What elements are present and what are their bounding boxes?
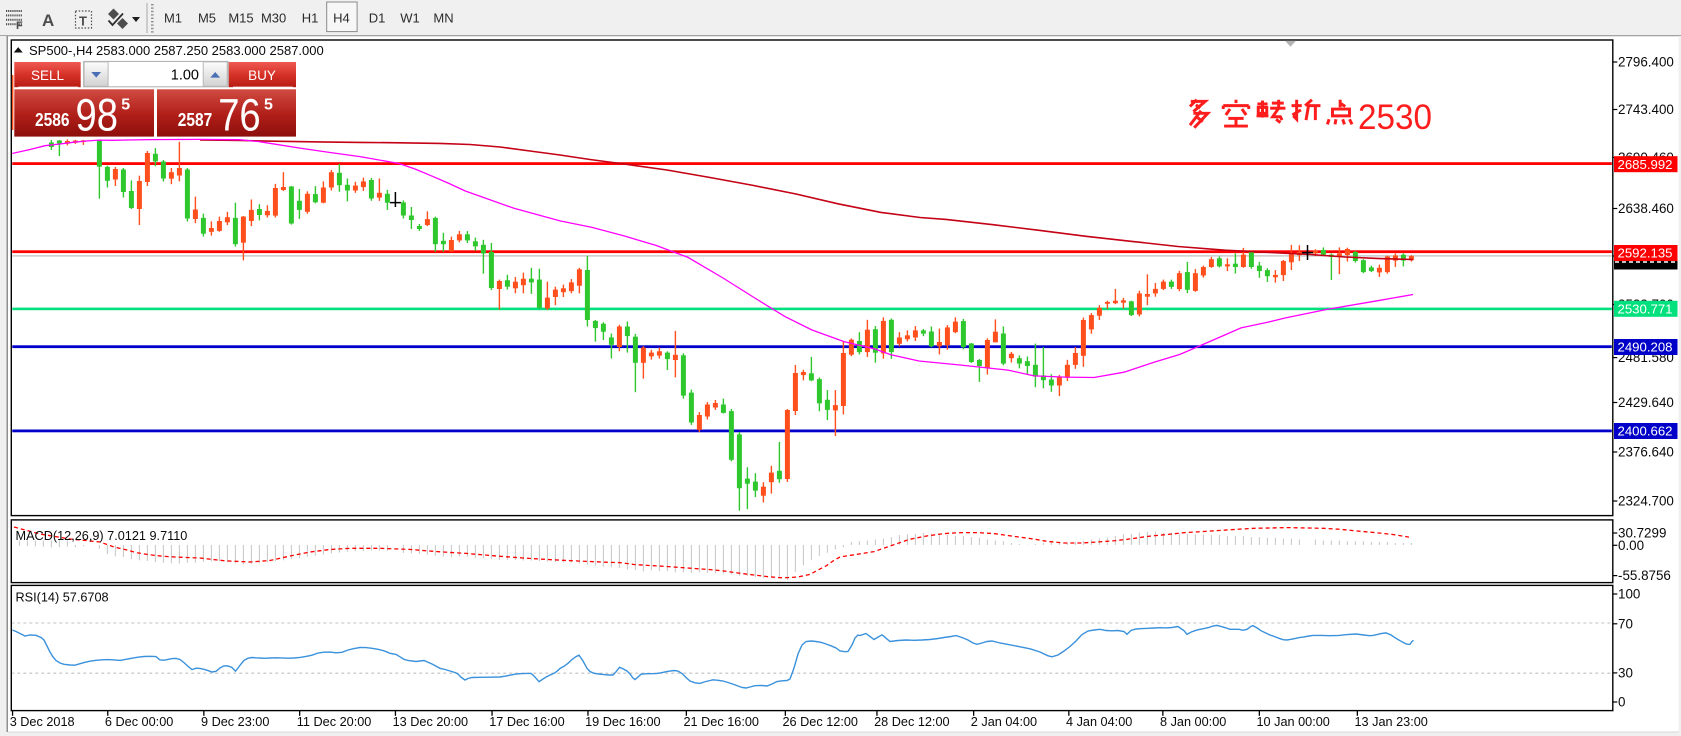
svg-text:-55.8756: -55.8756 xyxy=(1618,568,1671,583)
svg-text:H1: H1 xyxy=(302,11,319,26)
svg-text:28 Dec 12:00: 28 Dec 12:00 xyxy=(874,715,949,729)
svg-text:17 Dec 16:00: 17 Dec 16:00 xyxy=(489,715,564,729)
svg-text:2490.208: 2490.208 xyxy=(1618,340,1673,355)
svg-text:W1: W1 xyxy=(400,11,420,26)
svg-text:30: 30 xyxy=(1618,665,1633,680)
svg-text:MN: MN xyxy=(433,11,453,26)
svg-text:SP500-,H4: SP500-,H4 xyxy=(29,43,93,58)
svg-text:10 Jan 00:00: 10 Jan 00:00 xyxy=(1257,715,1330,729)
svg-text:2685.992: 2685.992 xyxy=(1618,157,1673,172)
svg-text:76: 76 xyxy=(218,90,261,141)
svg-text:8 Jan 00:00: 8 Jan 00:00 xyxy=(1160,715,1226,729)
svg-text:2 Jan 04:00: 2 Jan 04:00 xyxy=(971,715,1037,729)
svg-text:70: 70 xyxy=(1618,616,1633,631)
svg-text:2586: 2586 xyxy=(35,110,70,130)
svg-text:T: T xyxy=(79,14,87,29)
svg-text:D1: D1 xyxy=(369,11,386,26)
svg-text:2429.640: 2429.640 xyxy=(1618,395,1674,410)
svg-text:SELL: SELL xyxy=(31,68,65,83)
svg-text:5: 5 xyxy=(121,97,130,114)
svg-text:21 Dec 16:00: 21 Dec 16:00 xyxy=(684,715,759,729)
svg-text:2743.400: 2743.400 xyxy=(1618,102,1674,117)
svg-text:2583.000 2587.250 2583.000 258: 2583.000 2587.250 2583.000 2587.000 xyxy=(96,43,324,58)
svg-text:5: 5 xyxy=(264,97,273,114)
svg-text:100: 100 xyxy=(1618,587,1640,602)
svg-text:H4: H4 xyxy=(333,11,350,26)
svg-text:9 Dec 23:00: 9 Dec 23:00 xyxy=(201,715,269,729)
svg-text:3 Dec 2018: 3 Dec 2018 xyxy=(10,715,75,729)
svg-text:2587: 2587 xyxy=(178,110,213,130)
svg-text:RSI(14) 57.6708: RSI(14) 57.6708 xyxy=(16,591,109,605)
svg-text:M15: M15 xyxy=(228,11,253,26)
svg-text:2592.135: 2592.135 xyxy=(1618,246,1673,261)
svg-text:13 Jan 23:00: 13 Jan 23:00 xyxy=(1355,715,1428,729)
svg-text:2400.662: 2400.662 xyxy=(1618,424,1673,439)
svg-text:6 Dec 00:00: 6 Dec 00:00 xyxy=(105,715,173,729)
svg-text:M1: M1 xyxy=(164,11,182,26)
svg-text:2530.771: 2530.771 xyxy=(1618,301,1673,316)
svg-text:98: 98 xyxy=(76,90,119,141)
svg-text:BUY: BUY xyxy=(248,68,276,83)
svg-text:2324.700: 2324.700 xyxy=(1618,494,1674,509)
svg-text:MACD(12,26,9) 7.0121 9.7110: MACD(12,26,9) 7.0121 9.7110 xyxy=(16,529,188,543)
svg-text:11 Dec 20:00: 11 Dec 20:00 xyxy=(297,715,372,729)
svg-text:0.00: 0.00 xyxy=(1618,538,1644,553)
svg-text:M5: M5 xyxy=(198,11,216,26)
svg-text:4 Jan 04:00: 4 Jan 04:00 xyxy=(1066,715,1132,729)
svg-text:2530: 2530 xyxy=(1358,98,1432,137)
svg-text:13 Dec 20:00: 13 Dec 20:00 xyxy=(393,715,468,729)
svg-text:2796.400: 2796.400 xyxy=(1618,55,1674,70)
svg-text:30.7299: 30.7299 xyxy=(1618,526,1666,541)
svg-text:19 Dec 16:00: 19 Dec 16:00 xyxy=(585,715,660,729)
svg-text:1.00: 1.00 xyxy=(171,68,199,84)
svg-text:M30: M30 xyxy=(261,11,286,26)
svg-text:0: 0 xyxy=(1618,695,1625,710)
svg-text:2638.460: 2638.460 xyxy=(1618,201,1674,216)
svg-text:2376.640: 2376.640 xyxy=(1618,445,1674,460)
svg-text:26 Dec 12:00: 26 Dec 12:00 xyxy=(783,715,858,729)
svg-text:A: A xyxy=(42,11,54,30)
svg-text:F: F xyxy=(16,20,23,32)
